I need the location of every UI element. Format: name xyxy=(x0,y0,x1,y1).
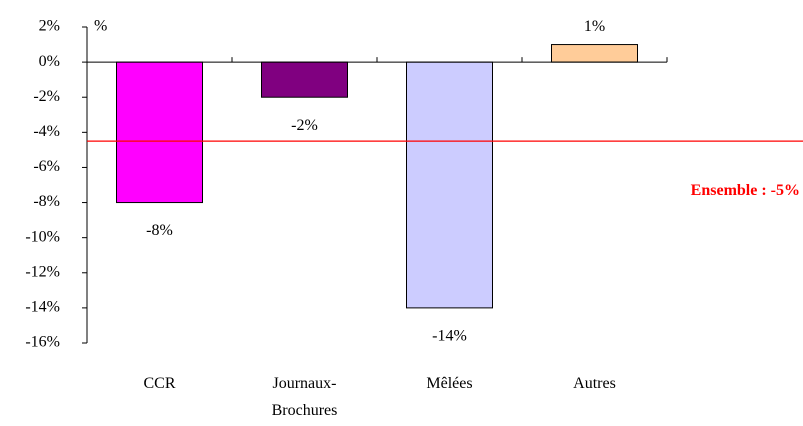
value-label: -8% xyxy=(146,222,173,239)
value-label: -2% xyxy=(291,117,318,134)
value-label: 1% xyxy=(584,18,605,35)
y-tick-label: -8% xyxy=(33,193,60,210)
x-tick-label: Journaux-Brochures xyxy=(271,375,338,419)
reference-label: Ensemble : -5% xyxy=(691,182,800,199)
value-label: -14% xyxy=(432,328,467,345)
bar xyxy=(116,61,203,204)
y-tick-label: -12% xyxy=(25,263,60,280)
y-tick-label: -2% xyxy=(33,88,60,105)
bar xyxy=(261,61,348,98)
y-tick-label: -4% xyxy=(33,123,60,140)
y-tick-label: -6% xyxy=(33,158,60,175)
y-tick-label: -10% xyxy=(25,228,60,245)
x-tick-label: Mêlées xyxy=(426,375,473,392)
bar xyxy=(551,44,638,63)
y-tick-label: 2% xyxy=(39,18,60,35)
y-tick-label: 0% xyxy=(39,53,60,70)
unit-label: % xyxy=(94,18,107,35)
x-tick-label: CCR xyxy=(143,375,176,392)
bar xyxy=(406,61,493,309)
y-tick-label: -14% xyxy=(25,299,60,316)
y-tick-label: -16% xyxy=(25,334,60,351)
x-tick-label: Autres xyxy=(573,375,616,392)
